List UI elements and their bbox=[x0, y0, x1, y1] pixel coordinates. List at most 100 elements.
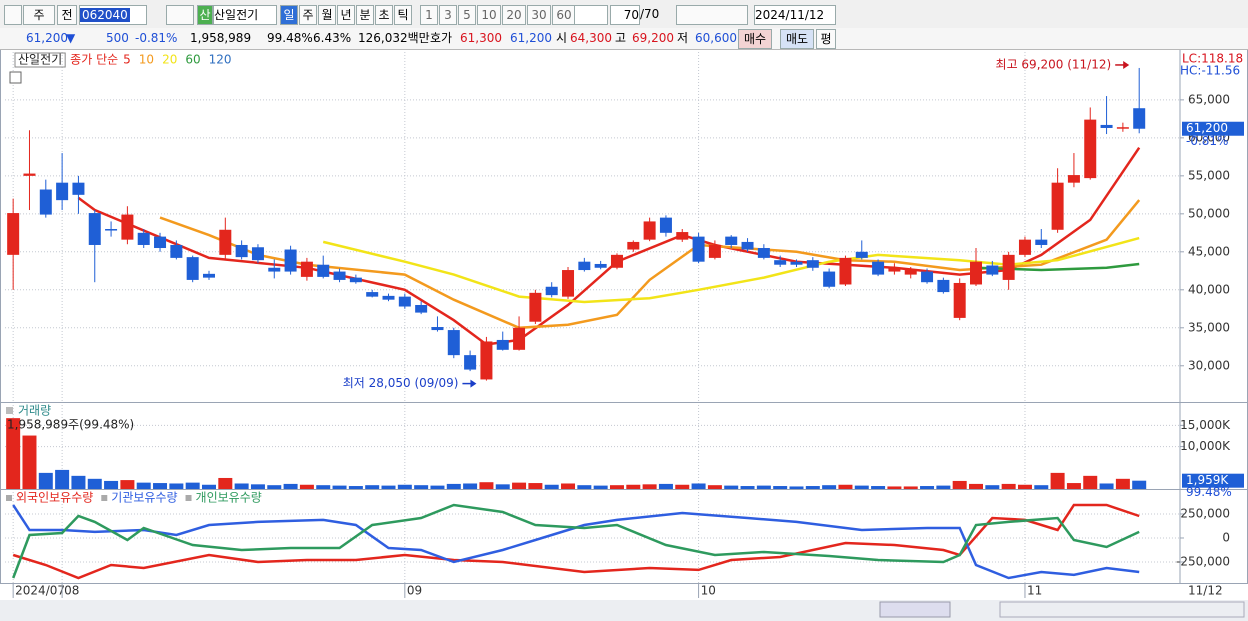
avg-button[interactable]: 평 bbox=[816, 29, 836, 49]
type-select[interactable]: 주 bbox=[23, 5, 55, 25]
volume-bar bbox=[136, 482, 151, 489]
scroll-buttons[interactable] bbox=[879, 601, 951, 618]
interval-button[interactable]: 5 bbox=[458, 5, 476, 25]
candle-body bbox=[513, 327, 526, 350]
count-total: /70 bbox=[640, 7, 660, 21]
panel bbox=[0, 50, 1248, 404]
volume-bar bbox=[952, 480, 967, 489]
interval-button[interactable]: 1 bbox=[420, 5, 438, 25]
panel-subtitle: 1,958,989주(99.48%) bbox=[7, 418, 134, 432]
interval-button[interactable]: 10 bbox=[477, 5, 501, 25]
candle-body bbox=[23, 173, 36, 176]
stock-name[interactable]: 산일전기 bbox=[213, 5, 277, 25]
candle-body bbox=[1018, 239, 1031, 255]
quote-label: 호가 bbox=[430, 31, 453, 45]
tool-icons[interactable] bbox=[676, 5, 748, 25]
candle-body bbox=[610, 254, 623, 268]
period-button[interactable]: 월 bbox=[318, 5, 336, 25]
holdings-line bbox=[12, 504, 1140, 580]
period-button[interactable]: 초 bbox=[375, 5, 393, 25]
sound-icon[interactable] bbox=[166, 5, 194, 25]
candle-body bbox=[823, 271, 836, 287]
period-button[interactable]: 틱 bbox=[394, 5, 412, 25]
interval-button[interactable]: 3 bbox=[439, 5, 457, 25]
y-tick-label: 40,000 bbox=[1188, 282, 1230, 296]
current-price-box bbox=[1182, 121, 1244, 136]
volume-bar bbox=[854, 485, 869, 489]
date-input[interactable]: 2024/11/12 bbox=[754, 5, 836, 25]
last-ratio: 99.48% bbox=[1186, 485, 1232, 499]
y-tick-label: 45,000 bbox=[1188, 244, 1230, 258]
settings-icon bbox=[9, 71, 22, 84]
volume-bar bbox=[1050, 472, 1065, 489]
candle-body bbox=[39, 189, 52, 215]
arrow: ▼ bbox=[66, 31, 76, 45]
volume-bar bbox=[512, 482, 527, 489]
candle-body bbox=[562, 270, 575, 297]
candle-body bbox=[839, 257, 852, 285]
menu-icon[interactable] bbox=[4, 5, 22, 25]
candle-body bbox=[382, 295, 395, 300]
count-input[interactable]: 70 bbox=[610, 5, 640, 25]
candle-body bbox=[1051, 182, 1064, 230]
candle-body bbox=[415, 304, 428, 313]
code-input[interactable]: 062040 bbox=[79, 5, 147, 25]
candle-body bbox=[284, 249, 297, 272]
prev-button[interactable]: 전 bbox=[57, 5, 77, 25]
volume-bar bbox=[463, 483, 478, 489]
legend-marker bbox=[185, 495, 192, 501]
annotation-arrowhead bbox=[470, 379, 477, 388]
bid: 61,200 bbox=[510, 31, 552, 45]
volume-bar bbox=[446, 483, 461, 489]
legend-entry: 개인보유수량 bbox=[196, 491, 262, 505]
candle-body bbox=[578, 261, 591, 271]
period-button[interactable]: 주 bbox=[299, 5, 317, 25]
volume-bar bbox=[936, 485, 951, 489]
panel bbox=[0, 402, 1248, 490]
volume-bar bbox=[22, 435, 37, 489]
price: 61,200 bbox=[26, 31, 68, 45]
tool-strip[interactable] bbox=[999, 601, 1245, 618]
low-label: 저 bbox=[677, 31, 689, 45]
candle-body bbox=[72, 182, 85, 195]
interval-button[interactable]: 30 bbox=[527, 5, 551, 25]
interval-button[interactable]: 60 bbox=[552, 5, 576, 25]
candle-body bbox=[300, 261, 313, 277]
candle-body bbox=[1084, 119, 1097, 179]
high: 69,200 bbox=[632, 31, 674, 45]
volume-bar bbox=[1034, 485, 1049, 489]
candle-body bbox=[1100, 124, 1113, 128]
volume-bar bbox=[250, 484, 265, 489]
interval-button[interactable]: 20 bbox=[502, 5, 526, 25]
volume-bar bbox=[1132, 480, 1147, 489]
x-tick-label: 08 bbox=[64, 584, 79, 598]
lc-label: LC:118.18 bbox=[1182, 52, 1243, 66]
candle-body bbox=[627, 241, 640, 250]
hc-label: HC:-11.56 bbox=[1180, 64, 1240, 78]
candle-body bbox=[1133, 108, 1146, 129]
candle-body bbox=[643, 221, 656, 240]
volume-bar bbox=[120, 480, 135, 489]
candle-body bbox=[251, 247, 264, 261]
legend-marker bbox=[6, 495, 12, 501]
volume-bar bbox=[1099, 483, 1114, 489]
panel bbox=[0, 489, 1248, 584]
volume-bar bbox=[903, 486, 918, 489]
volume-bar bbox=[348, 486, 363, 489]
last-volume-box bbox=[1182, 473, 1244, 488]
blank-select[interactable] bbox=[574, 5, 608, 25]
period-button[interactable]: 년 bbox=[337, 5, 355, 25]
volume-bar bbox=[185, 482, 200, 489]
volume-bar bbox=[414, 485, 429, 489]
candle-body bbox=[757, 248, 770, 258]
sell-button[interactable]: 매도 bbox=[780, 29, 814, 49]
period-button[interactable]: 분 bbox=[356, 5, 374, 25]
volume-bar bbox=[1115, 478, 1130, 489]
period-button[interactable]: 일 bbox=[280, 5, 298, 25]
candle-body bbox=[806, 260, 819, 268]
buy-button[interactable]: 매수 bbox=[738, 29, 772, 49]
volume-bar bbox=[969, 483, 984, 489]
y-tick-label: 35,000 bbox=[1188, 320, 1230, 334]
candle-body bbox=[676, 232, 689, 240]
